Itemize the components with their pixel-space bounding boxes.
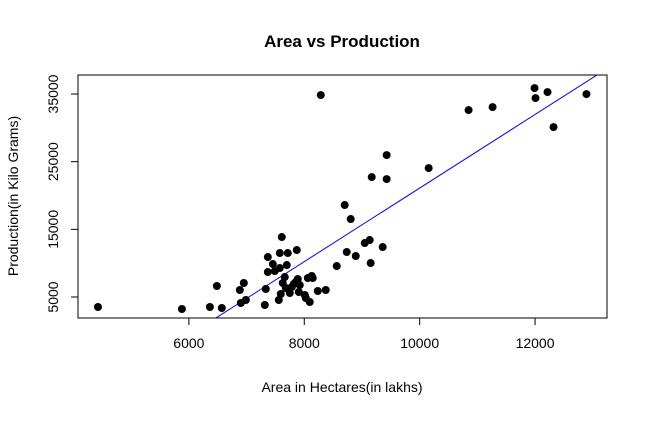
y-axis-label: Production(in Kilo Grams) xyxy=(5,116,21,276)
point xyxy=(263,253,272,262)
point xyxy=(308,274,317,283)
point xyxy=(365,236,374,245)
point xyxy=(531,94,540,103)
point xyxy=(342,248,351,257)
point xyxy=(332,262,341,271)
point xyxy=(295,281,304,290)
point xyxy=(276,290,285,299)
point xyxy=(212,282,221,291)
y-tick-label: 5000 xyxy=(45,281,61,312)
point xyxy=(236,299,245,308)
point xyxy=(305,298,314,307)
point xyxy=(283,249,292,258)
point xyxy=(316,91,325,100)
x-tick-label: 6000 xyxy=(173,335,204,351)
point xyxy=(93,303,102,312)
point xyxy=(367,173,376,182)
point xyxy=(488,103,497,112)
point xyxy=(217,304,226,313)
point xyxy=(543,88,552,97)
point xyxy=(177,304,186,313)
point xyxy=(378,243,387,252)
point xyxy=(282,261,291,270)
y-tick-label: 25000 xyxy=(45,142,61,181)
point xyxy=(205,303,214,312)
y-tick-label: 15000 xyxy=(45,210,61,249)
point xyxy=(340,201,349,210)
point xyxy=(277,233,286,242)
point xyxy=(268,260,277,269)
y-tick-label: 35000 xyxy=(45,74,61,113)
point xyxy=(382,151,391,160)
plot-frame xyxy=(77,74,608,319)
point xyxy=(292,246,301,255)
point xyxy=(321,286,330,295)
point xyxy=(239,279,248,288)
point xyxy=(351,252,360,261)
point xyxy=(280,273,289,282)
point xyxy=(346,215,355,224)
point xyxy=(530,84,539,93)
point xyxy=(582,90,591,99)
point xyxy=(366,259,375,268)
point xyxy=(382,175,391,184)
point xyxy=(235,286,244,295)
point xyxy=(294,288,303,297)
chart-title: Area vs Production xyxy=(264,32,420,51)
point xyxy=(464,106,473,115)
point xyxy=(275,264,284,273)
point xyxy=(313,287,322,296)
point xyxy=(260,301,269,310)
point xyxy=(293,275,302,284)
x-axis-label: Area in Hectares(in lakhs) xyxy=(261,379,422,395)
x-tick-label: 8000 xyxy=(289,335,320,351)
x-tick-label: 12000 xyxy=(516,335,555,351)
point xyxy=(549,123,558,132)
point xyxy=(275,249,284,258)
x-tick-label: 10000 xyxy=(400,335,439,351)
point xyxy=(424,164,433,173)
point xyxy=(263,268,272,277)
point xyxy=(261,285,270,294)
trend-line xyxy=(214,75,598,318)
